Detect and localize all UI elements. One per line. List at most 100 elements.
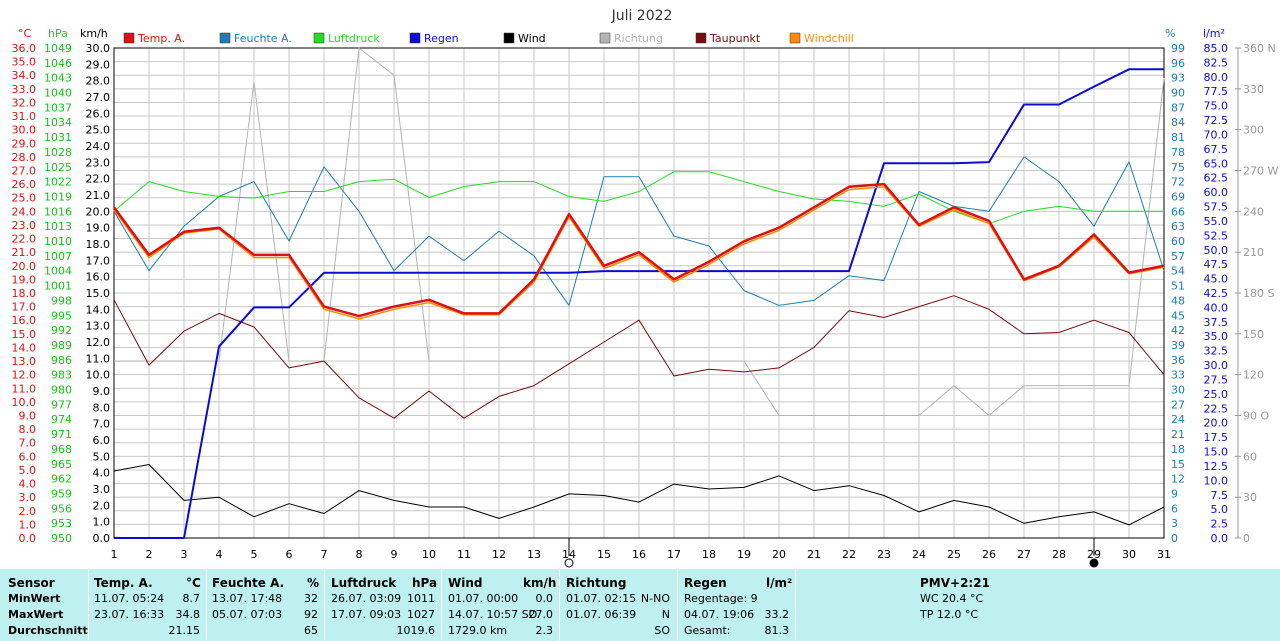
pressure-min-value: 1011 <box>407 592 435 605</box>
rain-tick-label: 85.0 <box>1204 42 1229 55</box>
humidity-tick-label: 63 <box>1171 220 1185 233</box>
rain-max-date: 04.07. 19:06 <box>684 608 755 621</box>
wind-tick-label: 27.0 <box>86 91 111 104</box>
x-tick-label: 2 <box>146 548 153 561</box>
rain-unit-label: l/m² <box>766 576 793 590</box>
wind-tick-label: 6.0 <box>93 434 111 447</box>
humidity-tick-label: 18 <box>1171 443 1185 456</box>
stats-temp-col: Temp. A. °C 11.07. 05:24 8.7 23.07. 16:3… <box>94 569 201 641</box>
direction-avg-value: SO <box>654 624 670 637</box>
legend-swatch-temp <box>123 32 135 44</box>
wind-tick-label: 15.0 <box>86 287 111 300</box>
chart-title: Juli 2022 <box>611 8 673 24</box>
stats-pmv-col: PMV+2:21 WC 20.4 °C TP 12.0 °C <box>880 569 1020 641</box>
rain-total-value: 81.3 <box>764 624 790 637</box>
x-tick-label: 6 <box>286 548 293 561</box>
weather-chart: Juli 2022 Temp. A. Feuchte A. Luftdruck Reg… <box>12 8 1278 568</box>
wind-tick-label: 14.0 <box>86 303 111 316</box>
wind-tick-label: 24.0 <box>86 140 111 153</box>
humidity-header: Feuchte A. <box>212 576 285 590</box>
stats-rain-col: Regen l/m² Regentage: 9 04.07. 19:06 33.… <box>684 569 793 641</box>
rain-tick-label: 32.5 <box>1204 345 1229 358</box>
wind-tick-label: 7.0 <box>93 418 111 431</box>
temp-tick-label: 2.0 <box>19 505 37 518</box>
legend-label-direction: Richtung <box>614 32 663 45</box>
direction-tick-label: 60 <box>1243 450 1257 463</box>
x-tick-label: 5 <box>251 548 258 561</box>
full-moon-icon <box>564 558 574 568</box>
humidity-unit-label: % <box>307 576 320 590</box>
direction-tick-label: 360 N <box>1243 42 1276 55</box>
temp-tick-label: 11.0 <box>12 382 37 395</box>
rain-tick-label: 2.5 <box>1211 518 1229 531</box>
humidity-max-date: 05.07. 07:03 <box>212 608 283 621</box>
wind-min-date: 01.07. 00:00 <box>448 592 519 605</box>
series-windchill-line <box>113 186 1165 320</box>
rain-tick-label: 82.5 <box>1204 56 1229 69</box>
temp-tick-label: 16.0 <box>12 314 37 327</box>
temp-min-date: 11.07. 05:24 <box>94 592 165 605</box>
wind-tick-label: 0.0 <box>93 532 111 545</box>
temp-tick-label: 32.0 <box>12 96 37 109</box>
legend-label-wind: Wind <box>518 32 546 45</box>
temp-tick-label: 24.0 <box>12 205 37 218</box>
direction-tick-label: 330 <box>1243 83 1264 96</box>
rain-tick-label: 80.0 <box>1204 71 1229 84</box>
pressure-tick-label: 1019 <box>44 190 72 203</box>
x-tick-label: 24 <box>912 548 926 561</box>
wind-tick-label: 10.0 <box>86 369 111 382</box>
temp-tick-label: 17.0 <box>12 301 37 314</box>
wind-tick-label: 28.0 <box>86 75 111 88</box>
temp-tick-label: 5.0 <box>19 464 37 477</box>
pressure-tick-label: 995 <box>51 309 72 322</box>
direction-max-value: N <box>661 608 670 621</box>
wind-tick-label: 2.0 <box>93 499 111 512</box>
rain-tick-label: 22.5 <box>1204 402 1229 415</box>
humidity-unit: % <box>1165 27 1175 40</box>
wind-unit-label: km/h <box>523 576 557 590</box>
humidity-tick-label: 69 <box>1171 190 1185 203</box>
legend-swatch-wind <box>503 32 515 44</box>
pressure-tick-label: 1004 <box>44 265 72 278</box>
rain-tick-label: 42.5 <box>1204 287 1229 300</box>
wind-max-value: 27.0 <box>528 608 554 621</box>
wind-distance: 1729.0 km <box>448 624 508 637</box>
humidity-tick-label: 42 <box>1171 324 1185 337</box>
pressure-tick-label: 977 <box>51 398 72 411</box>
pressure-tick-label: 998 <box>51 294 72 307</box>
humidity-tick-label: 3 <box>1171 517 1178 530</box>
x-tick-label: 25 <box>947 548 961 561</box>
pressure-tick-label: 962 <box>51 473 72 486</box>
rain-tick-label: 30.0 <box>1204 359 1229 372</box>
wind-tick-label: 5.0 <box>93 450 111 463</box>
pressure-header: Luftdruck <box>331 576 397 590</box>
wind-tick-label: 25.0 <box>86 124 111 137</box>
rain-tick-label: 10.0 <box>1204 474 1229 487</box>
rain-tick-label: 62.5 <box>1204 172 1229 185</box>
humidity-tick-label: 27 <box>1171 398 1185 411</box>
rain-tick-label: 75.0 <box>1204 100 1229 113</box>
temp-tick-label: 29.0 <box>12 137 37 150</box>
legend-swatch-pressure <box>313 32 325 44</box>
legend-swatch-dewpoint <box>695 32 707 44</box>
direction-tick-label: 90 O <box>1243 410 1269 423</box>
x-tick-label: 31 <box>1157 548 1171 561</box>
x-tick-label: 12 <box>492 548 506 561</box>
pressure-tick-label: 1022 <box>44 176 72 189</box>
stats-humidity-col: Feuchte A. % 13.07. 17:48 32 05.07. 07:0… <box>212 569 320 641</box>
rain-tick-label: 20.0 <box>1204 417 1229 430</box>
temp-tick-label: 20.0 <box>12 260 37 273</box>
pressure-tick-label: 1040 <box>44 87 72 100</box>
right-axes: 0369121518212427303336394245485154576063… <box>1171 42 1278 545</box>
wind-tick-label: 19.0 <box>86 222 111 235</box>
humidity-tick-label: 75 <box>1171 161 1185 174</box>
temp-tick-label: 1.0 <box>19 518 37 531</box>
stats-labels-col: Sensor MinWert MaxWert Durchschnitt <box>8 569 88 641</box>
humidity-tick-label: 54 <box>1171 265 1185 278</box>
pressure-avg-value: 1019.6 <box>396 624 436 637</box>
humidity-tick-label: 78 <box>1171 146 1185 159</box>
pressure-tick-label: 1046 <box>44 57 72 70</box>
temp-tick-label: 30.0 <box>12 124 37 137</box>
direction-tick-label: 180 S <box>1243 287 1274 300</box>
humidity-max-value: 92 <box>304 608 318 621</box>
